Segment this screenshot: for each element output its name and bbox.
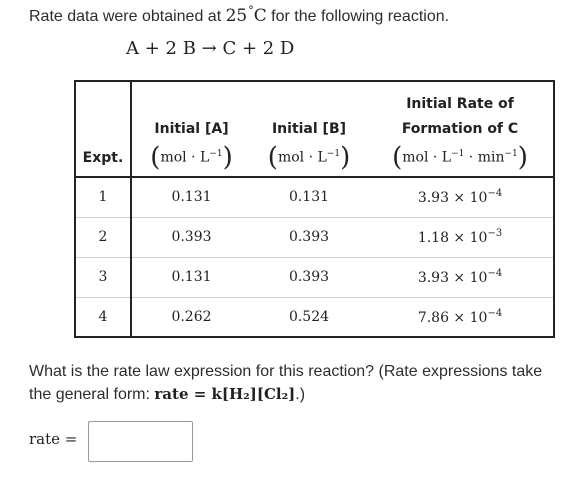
table-row: 4 0.262 0.524 7.86 × 10−4 [75,297,554,337]
rate-law-answer-input[interactable] [88,421,193,462]
general-rate-formula: rate = k[H₂][Cl₂] [154,385,296,403]
initial-rate-value: 7.86 × 10−4 [367,297,554,337]
intro-suffix: for the following reaction. [266,8,450,25]
header-b-unit-base: mol · L [277,150,327,166]
initial-a-value: 0.131 [131,257,251,298]
header-b-title: Initial [B] [271,121,347,138]
header-initial-a: Initial [A] (mol · L−1) [131,81,251,178]
temperature-value: 25 [225,6,248,26]
initial-b-value: 0.393 [251,217,367,258]
initial-rate-value: 1.18 × 10−3 [367,217,554,258]
degree-symbol: ° [248,4,254,17]
question-end: .) [295,386,306,403]
intro-prefix: Rate data were obtained at [29,8,226,25]
header-expt: Expt. [75,81,132,178]
header-b-unit: (mol · L−1) [267,143,351,173]
table-row: 2 0.393 0.393 1.18 × 10−3 [75,217,554,258]
initial-b-value: 0.131 [251,177,367,218]
initial-b-value: 0.393 [251,257,367,298]
answer-label: rate = [29,430,78,448]
initial-rate-value: 3.93 × 10−4 [367,257,554,298]
header-initial-b: Initial [B] (mol · L−1) [251,81,367,178]
intro-text: Rate data were obtained at 25°C for the … [29,1,449,27]
question-body: What is the rate law expression for this… [29,363,543,403]
header-a-unit: (mol · L−1) [150,143,233,173]
header-b-unit-exp: −1 [326,149,341,160]
rate-exponent: −4 [487,307,503,319]
header-expt-label: Expt. [82,150,124,166]
expt-number: 4 [75,297,132,337]
header-rate-line2: Formation of C [401,121,519,138]
initial-a-value: 0.131 [131,177,251,218]
table-row: 3 0.131 0.393 3.93 × 10−4 [75,257,554,298]
initial-rate-value: 3.93 × 10−4 [367,177,554,218]
header-a-unit-exp: −1 [209,149,223,160]
rate-mantissa: 7.86 × 10 [417,309,488,326]
rate-mantissa: 1.18 × 10 [417,230,488,246]
expt-number: 2 [75,217,132,258]
header-rate-unit: (mol · L−1 · min−1) [392,143,528,173]
rate-exponent: −3 [487,228,503,239]
rate-exponent: −4 [487,268,503,279]
rate-mantissa: 3.93 × 10 [417,270,488,286]
header-rate-unit-base2: · min [464,150,505,166]
initial-a-value: 0.262 [171,308,212,325]
table-header-row: Expt. Initial [A] (mol · L−1) Initial [B… [75,81,554,178]
header-rate-unit-exp2: −1 [504,149,518,160]
temperature-unit: C [253,6,267,26]
expt-number: 1 [75,177,132,218]
header-a-unit-base: mol · L [160,150,210,166]
header-rate-line1: Initial Rate of [406,96,514,113]
header-initial-rate: Initial Rate of Formation of C (mol · L−… [367,81,554,178]
initial-b-value: 0.524 [288,308,330,325]
table-row: 1 0.131 0.131 3.93 × 10−4 [75,177,554,218]
header-a-title: Initial [A] [154,121,229,138]
rate-data-table: Expt. Initial [A] (mol · L−1) Initial [B… [74,80,555,338]
question-text: What is the rate law expression for this… [29,360,554,406]
header-rate-unit-exp1: −1 [451,149,465,160]
rate-exponent: −4 [487,188,503,200]
expt-number: 3 [75,257,132,298]
rate-mantissa: 3.93 × 10 [417,190,488,207]
header-rate-unit-base1: mol · L [402,150,452,166]
initial-a-value: 0.393 [131,217,251,258]
reaction-equation: A + 2 B → C + 2 D [126,38,295,59]
